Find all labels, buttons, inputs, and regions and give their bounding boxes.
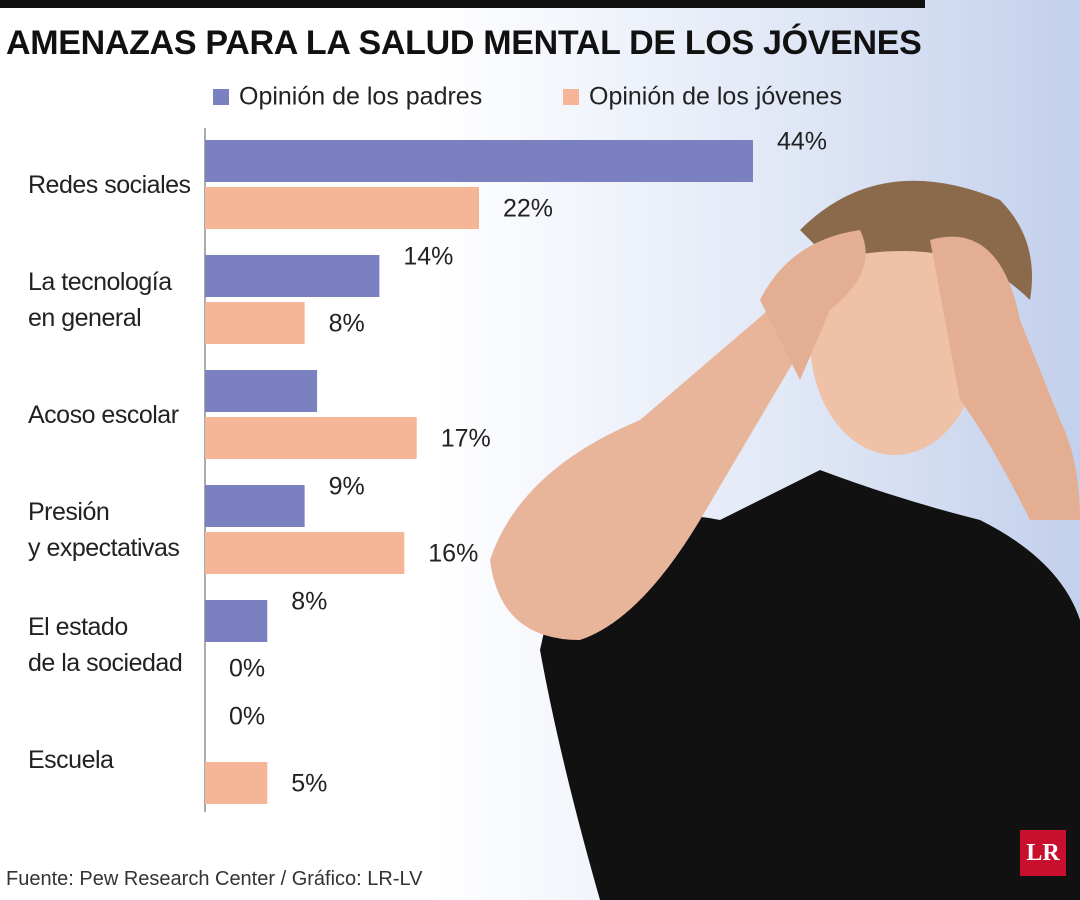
value-label: 17% <box>441 425 491 453</box>
bar <box>205 485 305 527</box>
value-label: 16% <box>428 540 478 568</box>
bar <box>205 762 268 804</box>
category-label: Presión y expectativas <box>28 497 180 562</box>
legend-label: Opinión de los jóvenes <box>589 83 842 111</box>
bar <box>205 600 268 642</box>
bar <box>205 417 417 459</box>
legend-swatch <box>563 89 579 105</box>
bar <box>205 302 305 344</box>
bar <box>205 370 318 412</box>
value-label: 0% <box>229 655 265 683</box>
value-label: 0% <box>229 703 265 731</box>
source: Fuente: Pew Research Center / Gráfico: L… <box>6 868 423 890</box>
legend-label: Opinión de los padres <box>239 83 482 111</box>
value-label: 5% <box>291 770 327 798</box>
value-label: 8% <box>291 588 327 616</box>
chart-title: AMENAZAS PARA LA SALUD MENTAL DE LOS JÓV… <box>6 24 922 62</box>
category-label: Redes sociales <box>28 170 191 199</box>
category-label: Acoso escolar <box>28 400 179 429</box>
category-label: El estado de la sociedad <box>28 612 183 677</box>
legend-swatch <box>213 89 229 105</box>
value-label: 22% <box>503 195 553 223</box>
bar <box>205 255 380 297</box>
value-label: 14% <box>403 243 453 271</box>
bar <box>205 532 405 574</box>
top-bar <box>0 0 925 8</box>
logo: LR <box>1020 830 1066 876</box>
bar <box>205 187 479 229</box>
bar <box>205 140 753 182</box>
value-label: 9% <box>329 473 365 501</box>
category-label: La tecnología en general <box>28 267 172 332</box>
photo <box>490 180 1080 900</box>
category-label: Escuela <box>28 745 114 774</box>
value-label: 44% <box>777 128 827 156</box>
value-label: 8% <box>329 310 365 338</box>
